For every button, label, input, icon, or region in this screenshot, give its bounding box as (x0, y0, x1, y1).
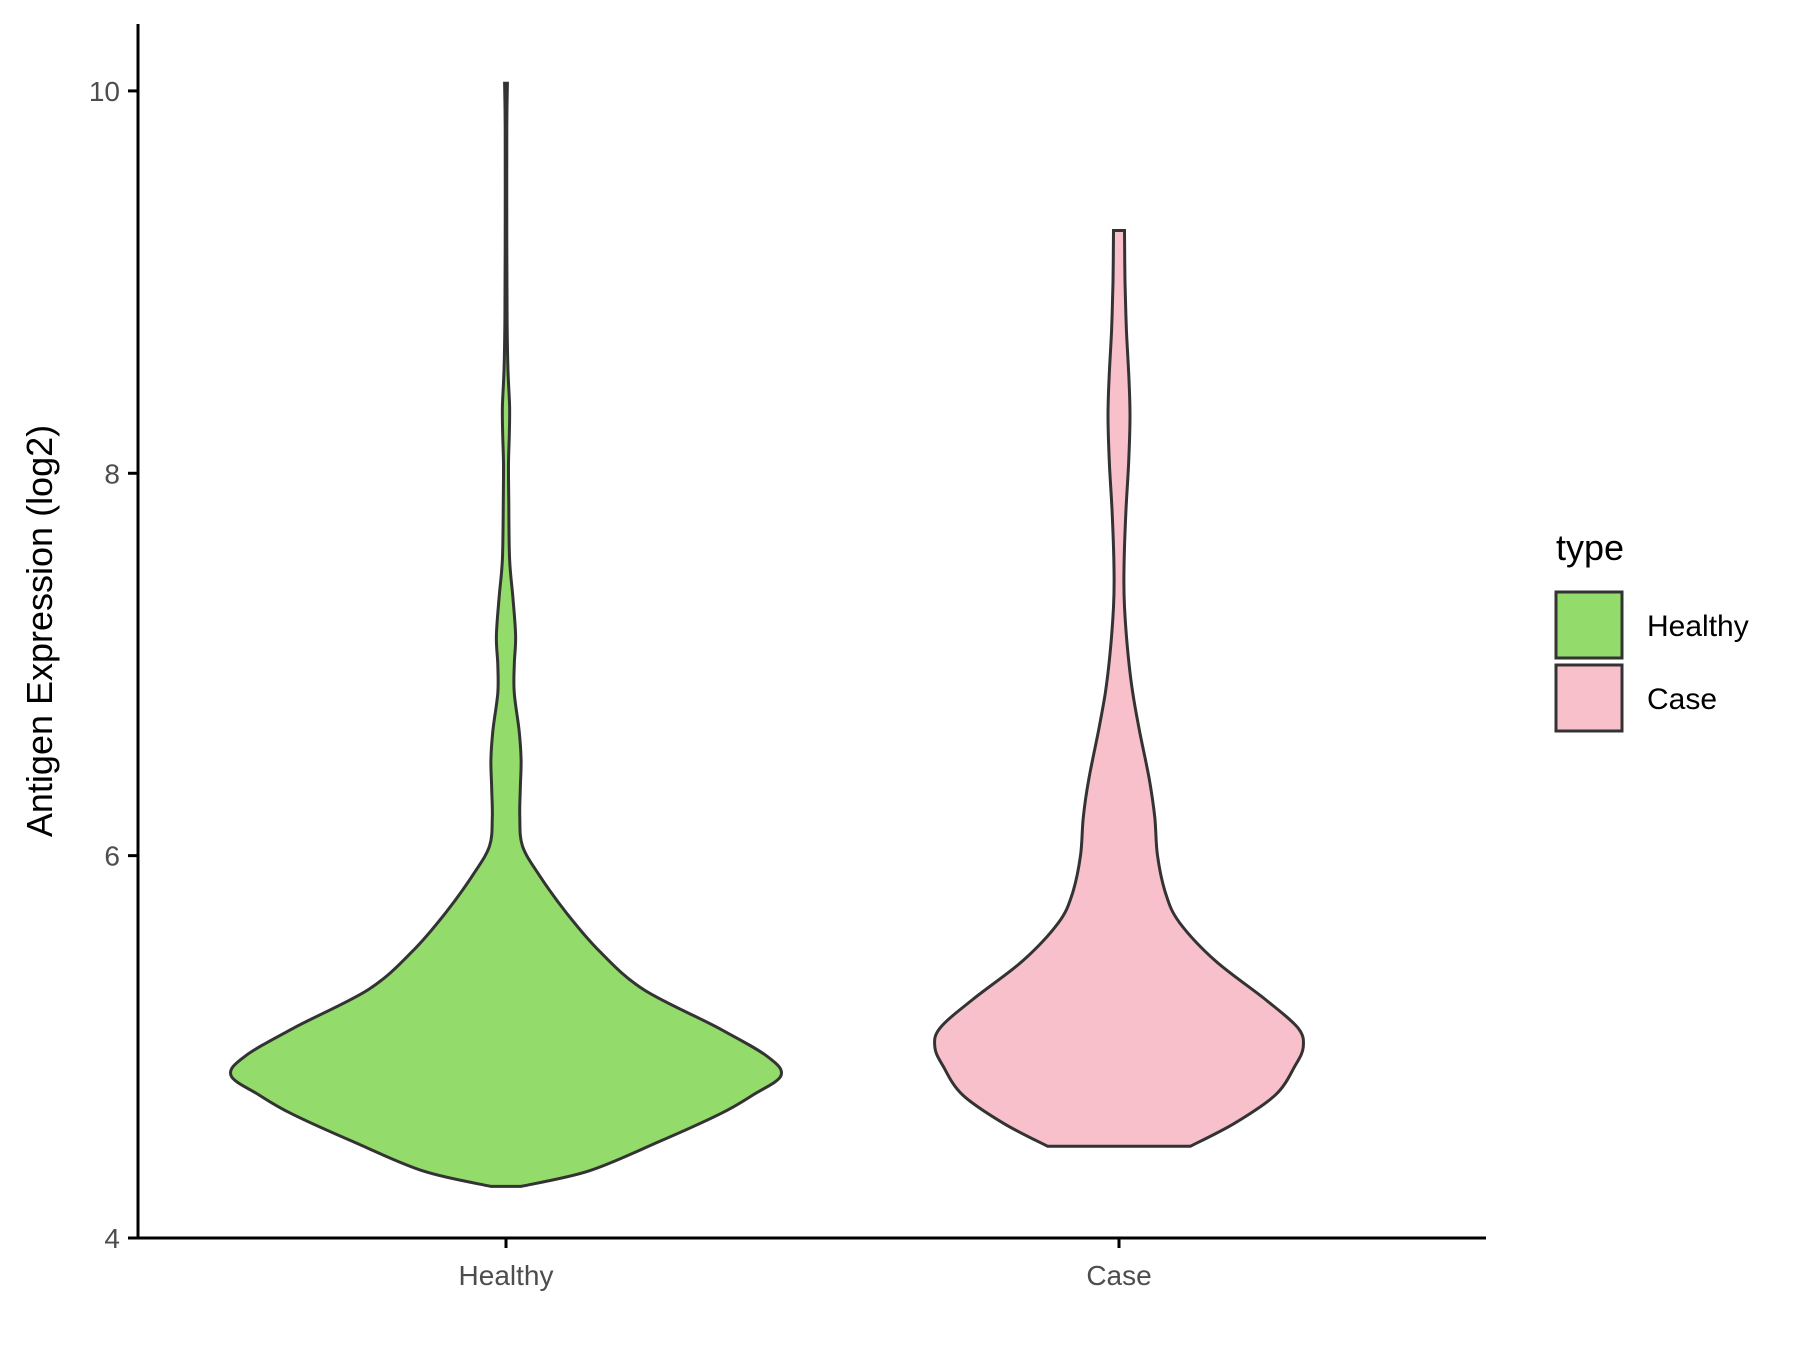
y-tick-label: 10 (89, 76, 120, 107)
violin-healthy (229, 81, 783, 1188)
legend: type Healthy Case (1554, 527, 1749, 733)
x-tick-label-healthy: Healthy (459, 1260, 554, 1291)
violin-layer (229, 81, 1306, 1188)
y-axis-title: Antigen Expression (log2) (19, 425, 60, 837)
legend-label-healthy: Healthy (1647, 610, 1749, 643)
legend-swatch-healthy (1554, 590, 1624, 660)
legend-title: type (1556, 527, 1624, 568)
y-tick-label: 4 (104, 1223, 120, 1254)
y-tick-label: 6 (104, 841, 120, 872)
violin-case (933, 229, 1306, 1148)
legend-swatch-case (1554, 663, 1624, 733)
x-tick-label-case: Case (1086, 1260, 1151, 1291)
legend-label-case: Case (1647, 683, 1717, 716)
y-axis-ticks: 4 6 8 10 (89, 76, 138, 1254)
y-tick-label: 8 (104, 458, 120, 489)
x-axis-ticks: Healthy Case (459, 1238, 1152, 1291)
